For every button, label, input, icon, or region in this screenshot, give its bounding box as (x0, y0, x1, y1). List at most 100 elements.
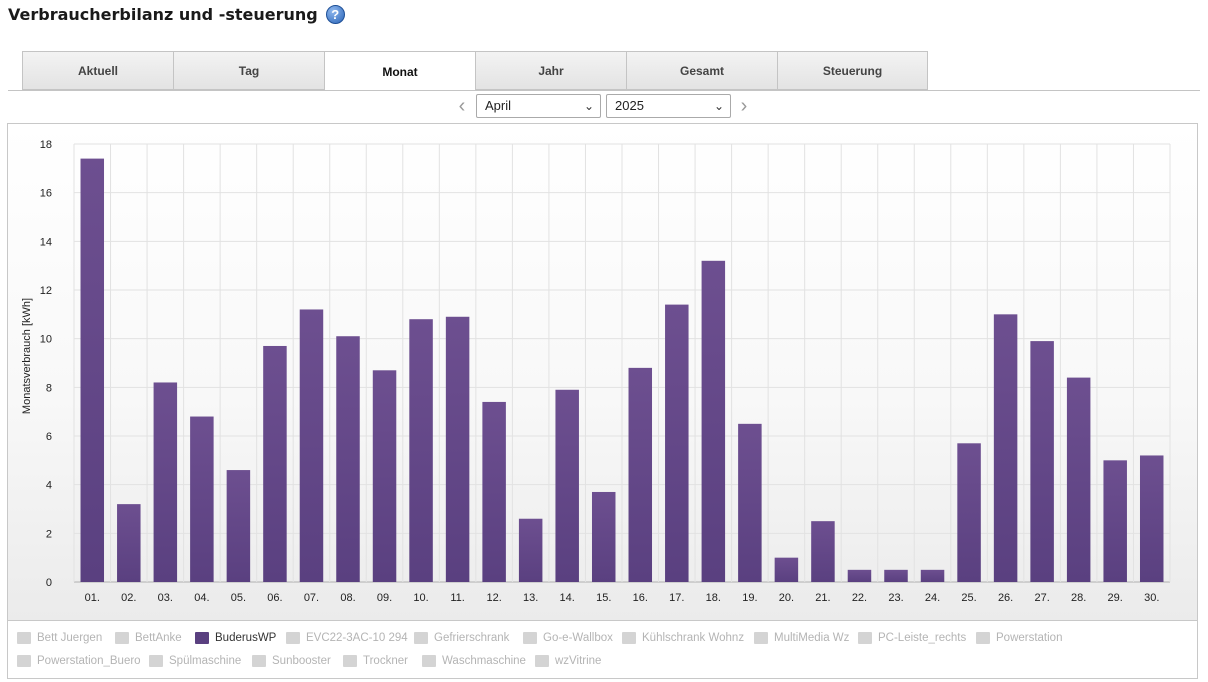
x-tick-label: 19. (742, 592, 757, 604)
tab-steuerung[interactable]: Steuerung (777, 51, 928, 90)
consumption-chart: 0 2 4 6 8 10 12 14 16 18 01. 02. 03. 04. 05. 06. 07. 08.… (21, 139, 1171, 604)
bar-28[interactable] (1066, 377, 1091, 582)
legend-item[interactable]: Powerstation_Buero (17, 654, 141, 668)
x-tick-label: 02. (121, 592, 136, 604)
bar-25[interactable] (957, 443, 981, 582)
year-select[interactable]: 2025 ⌄ (606, 94, 731, 118)
x-tick-label: 17. (669, 592, 684, 604)
legend-item[interactable]: Waschmaschine (422, 654, 526, 668)
legend-item[interactable]: Trockner (343, 654, 408, 668)
bar-09[interactable] (372, 370, 397, 582)
x-tick-label: 11. (450, 592, 464, 604)
bar-29[interactable] (1103, 460, 1127, 582)
legend-item[interactable]: MultiMedia Wz (754, 631, 849, 645)
legend-item[interactable]: Kühlschrank Wohnz (622, 631, 744, 645)
bar-14[interactable] (555, 389, 579, 582)
bar-30[interactable] (1139, 455, 1164, 582)
x-tick-label: 30. (1144, 592, 1159, 604)
legend-label: Powerstation_Buero (37, 655, 141, 667)
x-tick-label: 18. (706, 592, 721, 604)
bar-15[interactable] (591, 491, 616, 582)
tab-tag[interactable]: Tag (173, 51, 324, 90)
legend-item[interactable]: Powerstation (976, 631, 1062, 645)
x-tick-label: 15. (596, 592, 611, 604)
legend-item[interactable]: Bett Juergen (17, 631, 102, 645)
legend-label: PC-Leiste_rechts (878, 632, 967, 644)
month-select[interactable]: April ⌄ (476, 94, 601, 118)
page-title: Verbraucherbilanz und -steuerung (8, 4, 318, 24)
x-tick-label: 26. (998, 592, 1013, 604)
legend-label: EVC22-3AC-10 294 (306, 632, 408, 644)
x-tick-label: 16. (633, 592, 648, 604)
title-row: Verbraucherbilanz und -steuerung ? (8, 2, 345, 26)
bar-27[interactable] (1030, 341, 1054, 582)
legend-item[interactable]: EVC22-3AC-10 294 (286, 631, 408, 645)
legend-label: MultiMedia Wz (774, 632, 850, 644)
y-tick-label: 16 (40, 188, 52, 200)
bar-24[interactable] (920, 569, 945, 582)
legend-swatch (422, 655, 436, 667)
bar-04[interactable] (190, 416, 214, 582)
legend-swatch (252, 655, 266, 667)
bar-13[interactable] (518, 518, 543, 582)
x-tick-label: 06. (267, 592, 282, 604)
legend-label: Waschmaschine (442, 655, 526, 667)
legend-item[interactable]: Gefrierschrank (414, 631, 509, 645)
bar-26[interactable] (993, 314, 1018, 582)
x-axis: 01. 02. 03. 04. 05. 06. 07. 08. 09. 10. 11. 12. 13. 1… (85, 592, 1160, 604)
legend-swatch (343, 655, 357, 667)
bar-22[interactable] (847, 569, 872, 582)
legend-label: Gefrierschrank (434, 632, 510, 644)
bar-08[interactable] (336, 336, 360, 582)
x-tick-label: 13. (523, 592, 538, 604)
help-icon[interactable]: ? (325, 4, 345, 24)
legend-swatch (195, 632, 209, 644)
legend-item[interactable]: wzVitrine (535, 654, 601, 668)
tab-monat[interactable]: Monat (324, 51, 475, 91)
bar-06[interactable] (263, 345, 287, 582)
x-tick-label: 28. (1071, 592, 1086, 604)
x-tick-label: 24. (925, 592, 940, 604)
legend-label: Spülmaschine (169, 655, 242, 667)
bar-18[interactable] (701, 260, 726, 582)
bar-05[interactable] (226, 470, 251, 582)
x-tick-label: 03. (158, 592, 173, 604)
tab-divider (8, 90, 1200, 91)
bar-19[interactable] (738, 423, 762, 582)
legend-item[interactable]: PC-Leiste_rechts (858, 631, 966, 645)
y-tick-label: 2 (46, 528, 52, 540)
bar-23[interactable] (884, 569, 908, 582)
legend-swatch (17, 632, 31, 644)
bar-02[interactable] (117, 504, 141, 582)
bar-07[interactable] (299, 309, 324, 582)
y-tick-label: 8 (46, 382, 52, 394)
legend-item[interactable]: Go-e-Wallbox (523, 631, 613, 645)
legend-label: Bett Juergen (37, 632, 103, 644)
y-tick-label: 10 (40, 334, 52, 346)
legend-swatch (622, 632, 636, 644)
grid (73, 143, 1171, 583)
period-navigation: ‹ April ⌄ 2025 ⌄ › (0, 94, 1208, 120)
x-tick-label: 14. (560, 592, 575, 604)
chevron-left-icon[interactable]: ‹ (458, 95, 466, 117)
bar-12[interactable] (482, 401, 506, 582)
bar-01[interactable] (80, 158, 105, 582)
tab-gesamt[interactable]: Gesamt (626, 51, 777, 90)
legend-swatch (535, 655, 549, 667)
bar-16[interactable] (628, 367, 653, 582)
bar-21[interactable] (811, 521, 835, 582)
bar-11[interactable] (445, 316, 470, 582)
legend-item[interactable]: Spülmaschine (149, 654, 241, 668)
chevron-right-icon[interactable]: › (740, 95, 748, 117)
legend-item[interactable]: BettAnke (115, 631, 182, 645)
legend-item[interactable]: Sunbooster (252, 654, 331, 668)
bar-03[interactable] (153, 382, 178, 582)
tab-aktuell[interactable]: Aktuell (22, 51, 173, 90)
bar-17[interactable] (665, 304, 689, 582)
x-tick-label: 22. (852, 592, 867, 604)
legend-item[interactable]: BuderusWP (195, 631, 276, 645)
tab-jahr[interactable]: Jahr (475, 51, 626, 90)
bar-20[interactable] (774, 557, 799, 582)
legend-swatch (414, 632, 428, 644)
bar-10[interactable] (409, 319, 433, 582)
